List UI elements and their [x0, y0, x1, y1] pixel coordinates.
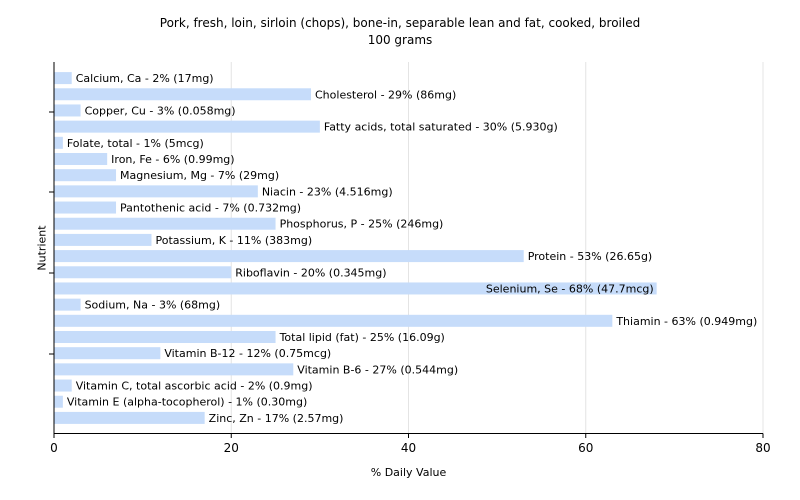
bar-label: Vitamin E (alpha-tocopherol) - 1% (0.30m…: [67, 396, 307, 409]
y-axis-label: Nutrient: [35, 225, 49, 271]
chart-subtitle: 100 grams: [367, 33, 433, 47]
bar: [54, 298, 81, 311]
x-axis-label: % Daily Value: [370, 466, 447, 479]
bar-label: Cholesterol - 29% (86mg): [315, 88, 456, 101]
bar: [54, 411, 205, 424]
grid-lines: [230, 62, 764, 434]
bar-label: Pantothenic acid - 7% (0.732mg): [120, 202, 301, 215]
bar-label: Calcium, Ca - 2% (17mg): [76, 72, 214, 85]
bar: [54, 314, 613, 327]
bar-label: Selenium, Se - 68% (47.7mcg): [486, 282, 654, 295]
bar: [54, 282, 657, 295]
chart-title: Pork, fresh, loin, sirloin (chops), bone…: [159, 16, 641, 30]
axes: [49, 62, 764, 438]
bar-label: Thiamin - 63% (0.949mg): [615, 315, 757, 328]
bar: [54, 153, 108, 165]
bar-label: Sodium, Na - 3% (68mg): [85, 299, 221, 312]
x-tick-label: 20: [224, 441, 239, 455]
bar: [54, 347, 161, 360]
bar-label: Vitamin C, total ascorbic acid - 2% (0.9…: [76, 380, 313, 393]
bar: [54, 217, 276, 230]
bar-label: Riboflavin - 20% (0.345mg): [235, 266, 386, 279]
bar-label: Niacin - 23% (4.516mg): [262, 185, 393, 198]
bar-label: Copper, Cu - 3% (0.058mg): [85, 104, 236, 117]
bar: [54, 266, 232, 279]
bar: [54, 88, 312, 101]
bar: [54, 379, 72, 392]
bar: [54, 120, 320, 133]
bar: [54, 136, 63, 149]
x-tick-label: 80: [755, 441, 770, 455]
bar: [54, 233, 152, 246]
bar: [54, 363, 294, 376]
bar-label: Iron, Fe - 6% (0.99mg): [111, 153, 234, 166]
bar: [54, 72, 72, 85]
x-tick-label: 0: [50, 441, 58, 455]
x-tick-label: 40: [401, 441, 416, 455]
bar: [54, 250, 524, 263]
bar-label: Protein - 53% (26.65g): [528, 250, 653, 263]
bar-label: Magnesium, Mg - 7% (29mg): [120, 169, 279, 182]
bar: [54, 104, 81, 117]
bar-label: Vitamin B-12 - 12% (0.75mcg): [164, 347, 331, 360]
bar-label: Total lipid (fat) - 25% (16.09g): [279, 331, 445, 344]
x-tick-label: 60: [578, 441, 593, 455]
bar: [54, 395, 63, 408]
tick-labels: 0 20 40 60 80: [50, 441, 770, 455]
bar-label: Zinc, Zn - 17% (2.57mg): [209, 412, 344, 425]
bar-label: Folate, total - 1% (5mcg): [67, 137, 204, 150]
bar-label: Vitamin B-6 - 27% (0.544mg): [297, 363, 458, 376]
bars: Calcium, Ca - 2% (17mg) Cholesterol - 29%…: [54, 72, 757, 425]
bar: [54, 201, 117, 214]
bar-label: Phosphorus, P - 25% (246mg): [280, 218, 444, 231]
bar-label: Potassium, K - 11% (383mg): [155, 234, 312, 247]
bar: [54, 331, 276, 343]
bar: [54, 185, 258, 198]
bar: [54, 169, 117, 182]
bar-label: Fatty acids, total saturated - 30% (5.93…: [324, 121, 558, 134]
